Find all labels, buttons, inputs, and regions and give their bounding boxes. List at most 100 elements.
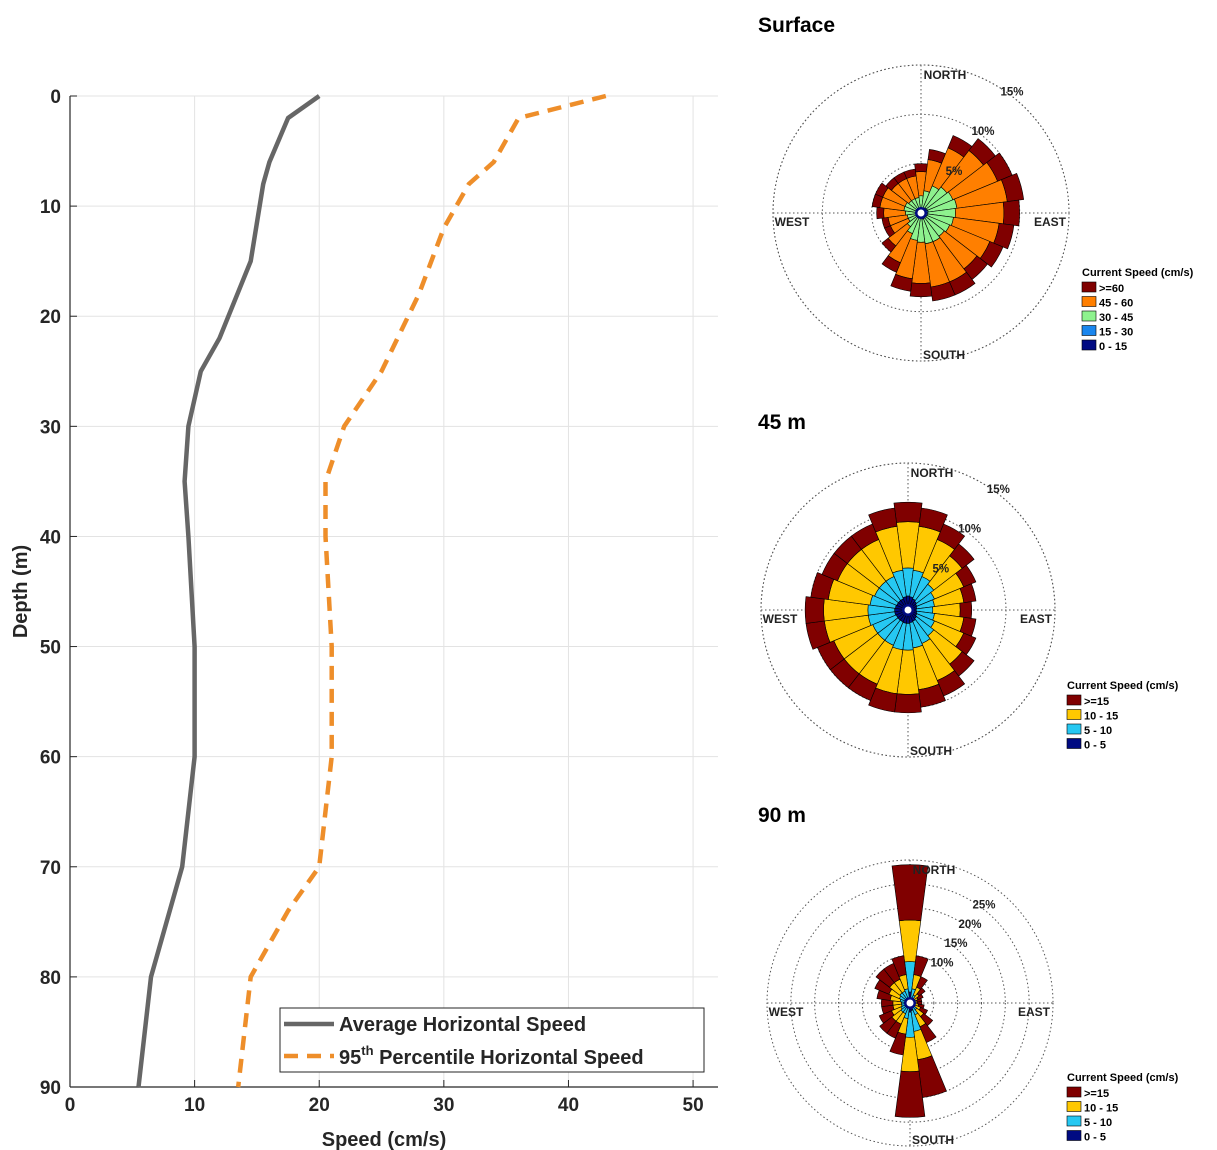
direction-label-south: SOUTH [923,348,965,362]
x-tick-label: 50 [683,1095,704,1116]
rose-legend-title: Current Speed (cm/s) [1067,1072,1179,1084]
x-tick-label: 10 [184,1095,205,1116]
y-tick-label: 50 [40,638,61,659]
rose-title: Surface [758,14,835,37]
rose-sector-segment [891,955,907,977]
rose-center-dot [906,999,914,1007]
rose-legend-swatch [1081,310,1097,322]
chart-legend: Average Horizontal Speed 95th Percentile … [279,1007,705,1073]
rose-legend: Current Speed (cm/s) >=15 10 - 15 5 - 10 0 -… [1066,1072,1179,1144]
x-tick-label: 20 [309,1095,330,1116]
y-tick-label: 80 [40,968,61,989]
rose-sector-segment [914,163,928,173]
rose-sector-segment [868,507,898,533]
direction-label-north: NORTH [911,466,954,480]
y-tick-label: 90 [40,1078,61,1099]
ring-label: 10% [971,126,994,138]
rose-legend-label: 10 - 15 [1084,1103,1118,1115]
y-tick-label: 20 [40,307,61,328]
rose-legend-label: 5 - 10 [1084,1117,1112,1129]
series-line-average [136,94,321,1088]
direction-label-east: EAST [1034,215,1067,229]
rose-legend-swatch [1081,325,1097,336]
ring-label: 5% [932,563,949,575]
rose-legend-swatch [1066,694,1082,706]
rose-sector-segment [894,1070,926,1118]
rose-sector-segment [909,282,933,298]
legend-label-superscript: th [361,1043,373,1058]
y-tick-label: 0 [50,87,61,108]
rose-legend-label: 15 - 30 [1099,327,1133,339]
x-axis-label: Speed (cm/s) [322,1129,446,1150]
rose-sector-segment [876,206,885,220]
rose-center-dot [904,606,912,614]
rose-legend-label: 45 - 60 [1099,298,1133,310]
x-tick-label: 40 [558,1095,579,1116]
rose-legend-label: 5 - 10 [1084,725,1112,737]
legend-label-average: Average Horizontal Speed [339,1014,586,1036]
legend-label-part: Percentile Horizontal Speed [374,1047,644,1069]
ring-label: 10% [958,524,981,536]
rose-legend: Current Speed (cm/s) >=15 10 - 15 5 - 10 0 -… [1066,680,1179,752]
legend-box [279,1007,705,1073]
wind-rose-surface: Surface NORTH EAST SOUTH WEST 5% 10% 15% Current… [758,14,1194,362]
rose-legend-swatch [1081,281,1097,293]
rose-legend-label: 30 - 45 [1099,312,1133,324]
rose-legend-label: 10 - 15 [1084,711,1118,723]
rose-legend-swatch [1066,1101,1082,1112]
y-tick-label: 70 [40,858,61,879]
rose-legend-swatch [1066,1115,1082,1127]
rose-legend-swatch [1066,738,1082,749]
rose-sector-segment [881,237,897,253]
rose-sector-segment [893,501,923,523]
y-tick-label: 40 [40,527,61,548]
rose-legend-swatch [1081,296,1097,307]
direction-label-north: NORTH [913,863,956,877]
rose-sector-segment [891,864,929,922]
rose-legend-label: >=15 [1084,1088,1109,1100]
y-tick-label: 30 [40,417,61,438]
rose-legend: Current Speed (cm/s) >=60 45 - 60 30 - 45 15… [1081,267,1194,353]
rose-center-dot [917,209,925,217]
rose-legend-title: Current Speed (cm/s) [1067,680,1179,692]
ring-label: 10% [931,957,954,969]
rose-sector-segment [890,273,913,292]
rose-sector-segment [804,596,825,624]
ring-label: 20% [959,919,982,931]
direction-label-east: EAST [1020,612,1053,626]
rose-legend-label: 0 - 5 [1084,740,1106,752]
legend-label-percentile95: 95th Percentile Horizontal Speed [339,1043,644,1069]
y-tick-label: 60 [40,748,61,769]
direction-label-south: SOUTH [912,1133,954,1147]
direction-label-east: EAST [1018,1005,1051,1019]
rose-sector-segment [1002,199,1020,227]
rose-legend-label: >=15 [1084,696,1109,708]
rose-legend-label: 0 - 15 [1099,341,1127,353]
speed-depth-profile-chart: 0 10 20 30 40 50 0 10 20 30 40 50 60 70 80 90 Speed (cm/… [10,87,718,1150]
rose-legend-swatch [1066,1130,1082,1141]
series-line-percentile95 [235,93,607,1088]
ring-label: 15% [1000,86,1023,98]
ring-label: 25% [973,900,996,912]
direction-label-west: WEST [769,1005,804,1019]
direction-label-west: WEST [775,215,810,229]
ring-label: 15% [945,938,968,950]
x-tick-label: 30 [433,1095,454,1116]
y-tick-label: 10 [40,197,61,218]
wind-rose-90m: 90 m NORTH EAST SOUTH WEST 10% 15% 20% 25% Curren… [758,804,1179,1147]
ring-label: 5% [946,166,963,178]
legend-label-part: 95 [339,1047,361,1069]
rose-title: 45 m [758,411,806,434]
direction-label-south: SOUTH [910,744,952,758]
rose-sector-segment [894,693,922,714]
ring-label: 15% [987,484,1010,496]
rose-legend-swatch [1066,723,1082,735]
rose-legend-swatch [1081,339,1097,351]
rose-legend-title: Current Speed (cm/s) [1082,267,1194,279]
direction-label-west: WEST [763,612,798,626]
rose-sector-segment [903,168,917,179]
rose-legend-label: >=60 [1099,283,1124,295]
rose-legend-swatch [1066,709,1082,720]
rose-legend-swatch [1066,1086,1082,1098]
